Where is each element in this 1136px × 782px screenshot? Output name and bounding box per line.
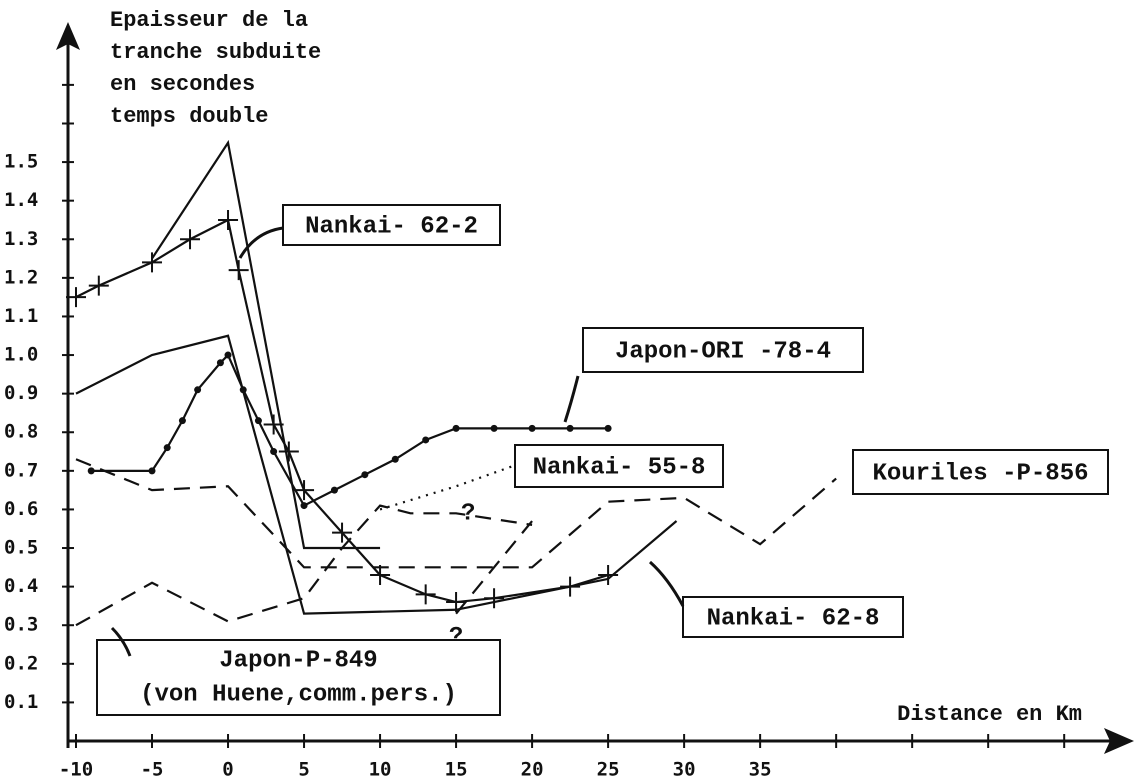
cross-marker <box>484 588 505 609</box>
dot-marker <box>490 424 498 432</box>
label-box <box>514 444 724 488</box>
label-box <box>96 639 501 716</box>
dot-marker <box>87 467 95 475</box>
x-tick-label: 35 <box>749 759 772 781</box>
label-box <box>282 204 501 246</box>
series-label: Nankai- 62-8 <box>707 605 880 632</box>
dot-marker <box>224 351 232 359</box>
y-tick-label: 0.4 <box>4 575 38 597</box>
cross-marker <box>142 252 163 273</box>
y-tick-label: 0.3 <box>4 614 38 636</box>
dot-marker <box>604 424 612 432</box>
series-label: Japon-ORI -78-4 <box>615 338 831 365</box>
dot-marker <box>300 502 308 510</box>
cross-marker <box>332 522 353 543</box>
x-tick-label: 0 <box>222 759 233 781</box>
dot-marker <box>566 424 574 432</box>
pointer-arrow <box>110 626 132 657</box>
dot-marker <box>422 436 430 444</box>
y-tick-label: 0.9 <box>4 382 38 404</box>
series-label: Kouriles -P-856 <box>872 460 1088 487</box>
dot-marker <box>361 471 369 479</box>
y-tick-label: 1.5 <box>4 151 38 173</box>
x-tick-label: 30 <box>673 759 696 781</box>
x-tick-label: 15 <box>445 759 468 781</box>
dot-marker <box>194 386 202 394</box>
y-tick-label: 0.2 <box>4 652 38 674</box>
dot-marker <box>452 424 460 432</box>
x-axis-label: Distance en Km <box>897 702 1082 727</box>
y-axis-label: temps double <box>110 104 268 129</box>
series-line <box>455 520 533 615</box>
dot-marker <box>148 467 156 475</box>
x-tick-label: 5 <box>298 759 309 781</box>
dot-marker <box>391 455 399 463</box>
cross-marker <box>228 260 249 281</box>
series-source: (von Huene,comm.pers.) <box>140 681 457 708</box>
y-tick-label: 1.1 <box>4 305 38 327</box>
y-axis-label: Epaisseur de la <box>110 8 308 33</box>
cross-marker <box>278 441 299 462</box>
series-line <box>75 334 678 615</box>
pointer-arrow <box>238 226 284 259</box>
dot-marker <box>239 386 247 394</box>
x-tick-label: -10 <box>59 759 93 781</box>
series-line <box>75 504 533 627</box>
x-tick-label: 25 <box>597 759 620 781</box>
y-tick-label: 0.5 <box>4 537 38 559</box>
dot-marker <box>254 417 262 425</box>
dot-marker <box>270 448 278 456</box>
y-tick-label: 0.6 <box>4 498 38 520</box>
y-tick-label: 1.4 <box>4 189 38 211</box>
dot-marker <box>330 486 338 494</box>
annotation: ? <box>461 501 475 528</box>
cross-marker <box>598 565 619 586</box>
dot-marker <box>178 417 186 425</box>
x-arrow <box>1104 728 1134 754</box>
y-axis-label: tranche subduite <box>110 40 321 65</box>
dot-marker <box>528 424 536 432</box>
series-label: Japon-P-849 <box>219 647 377 674</box>
series-line <box>75 218 609 604</box>
cross-marker <box>294 480 315 501</box>
series-label: Nankai- 62-2 <box>305 213 478 240</box>
y-tick-label: 0.1 <box>4 691 38 713</box>
cross-marker <box>88 275 109 296</box>
y-tick-label: 1.0 <box>4 344 38 366</box>
dot-marker <box>163 444 171 452</box>
series-label: Nankai- 55-8 <box>533 454 706 481</box>
y-arrow <box>56 22 80 50</box>
x-tick-label: 20 <box>521 759 544 781</box>
series-line <box>75 458 837 569</box>
series-line <box>379 458 533 511</box>
y-axis-label: en secondes <box>110 72 255 97</box>
dot-marker <box>216 359 224 367</box>
y-tick-label: 0.7 <box>4 459 38 481</box>
label-box <box>852 449 1109 495</box>
pointer-arrow <box>649 560 685 607</box>
label-box <box>682 596 904 638</box>
y-tick-label: 1.3 <box>4 228 38 250</box>
cross-marker <box>415 584 436 605</box>
y-tick-label: 1.2 <box>4 266 38 288</box>
x-tick-label: -5 <box>141 759 164 781</box>
cross-marker <box>180 229 201 250</box>
x-tick-label: 10 <box>369 759 392 781</box>
series-line <box>91 353 609 508</box>
y-tick-label: 0.8 <box>4 421 38 443</box>
label-box <box>582 327 864 373</box>
pointer-arrow <box>563 375 580 423</box>
cross-marker <box>218 209 239 230</box>
cross-marker <box>66 287 86 308</box>
